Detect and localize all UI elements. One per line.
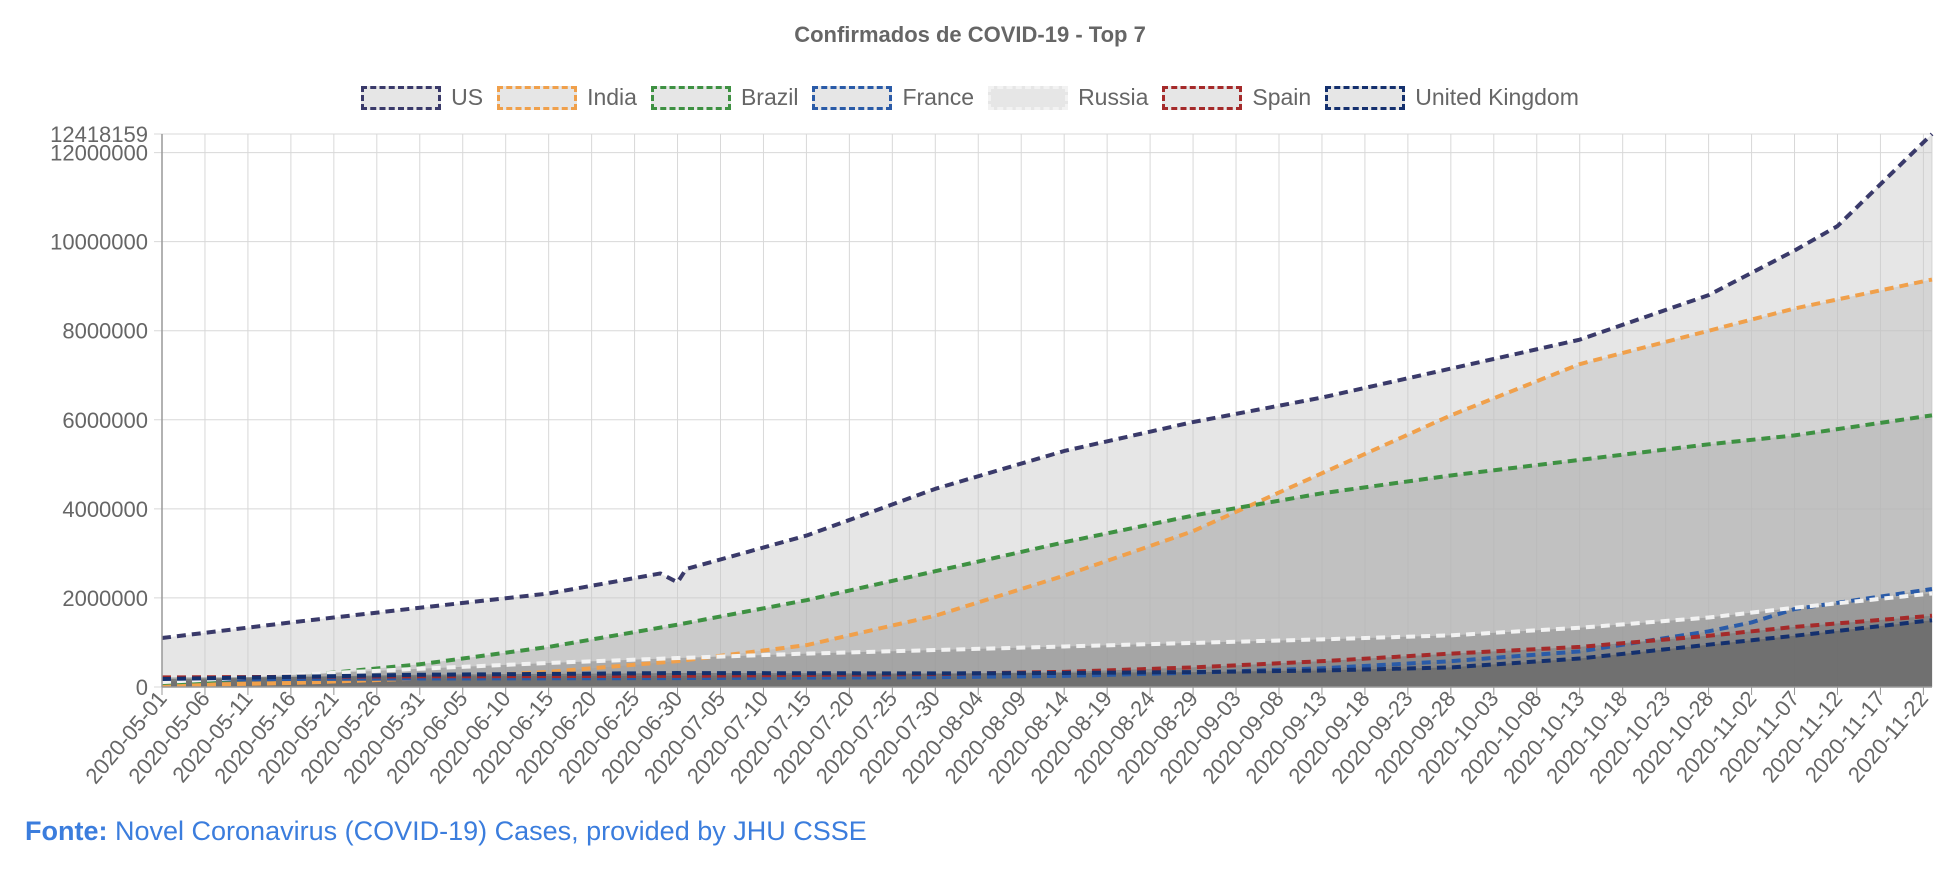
series-line-us (161, 132, 1934, 641)
y-tick-label: 10000000 (50, 230, 148, 255)
legend-item-brazil[interactable]: Brazil (650, 84, 799, 111)
series-line-france (161, 587, 1933, 682)
y-tick-label: 2000000 (62, 586, 148, 611)
legend-label: France (902, 84, 975, 110)
legend-item-united-kingdom[interactable]: United Kingdom (1325, 84, 1579, 111)
legend-label: Brazil (740, 84, 799, 110)
legend: US India Brazil France Russia Spain United Kin… (0, 84, 1940, 111)
legend-label: Spain (1252, 84, 1312, 110)
legend-swatch (497, 85, 578, 110)
series-line-brazil (161, 413, 1933, 685)
legend-item-spain[interactable]: Spain (1162, 84, 1311, 111)
y-tick-label: 12000000 (50, 141, 148, 166)
legend-swatch (361, 85, 442, 110)
legend-item-russia[interactable]: Russia (988, 84, 1148, 111)
series-line-united-kingdom (161, 618, 1933, 681)
legend-swatch (812, 85, 893, 110)
y-tick-label: 6000000 (62, 408, 148, 433)
source-link[interactable]: Novel Coronavirus (COVID-19) Cases, prov… (115, 816, 867, 846)
y-tick-label: 4000000 (62, 497, 148, 522)
legend-swatch (988, 85, 1069, 110)
source-line: Fonte: Novel Coronavirus (COVID-19) Case… (25, 816, 867, 847)
y-tick-label: 0 (136, 675, 148, 700)
legend-swatch (650, 85, 731, 110)
legend-swatch (1325, 85, 1406, 110)
legend-item-france[interactable]: France (812, 84, 974, 111)
y-tick-label: 12418159 (50, 122, 148, 147)
legend-label: India (587, 84, 637, 110)
series-line-spain (161, 613, 1933, 680)
legend-item-india[interactable]: India (497, 84, 637, 111)
series-area-united-kingdom (162, 620, 1932, 687)
chart-title: Confirmados de COVID-19 - Top 7 (794, 22, 1146, 47)
source-prefix: Fonte: (25, 816, 108, 846)
legend-label: US (451, 84, 484, 110)
y-tick-label: 8000000 (62, 319, 148, 344)
legend-swatch (1162, 85, 1243, 110)
series-area-us (162, 134, 1932, 687)
legend-label: United Kingdom (1415, 84, 1579, 110)
series-area-france (162, 589, 1932, 687)
legend-label: Russia (1078, 84, 1149, 110)
legend-item-us[interactable]: US (361, 84, 483, 111)
series-line-russia (161, 591, 1933, 685)
series-area-india (162, 279, 1932, 687)
series-area-brazil (162, 415, 1932, 687)
